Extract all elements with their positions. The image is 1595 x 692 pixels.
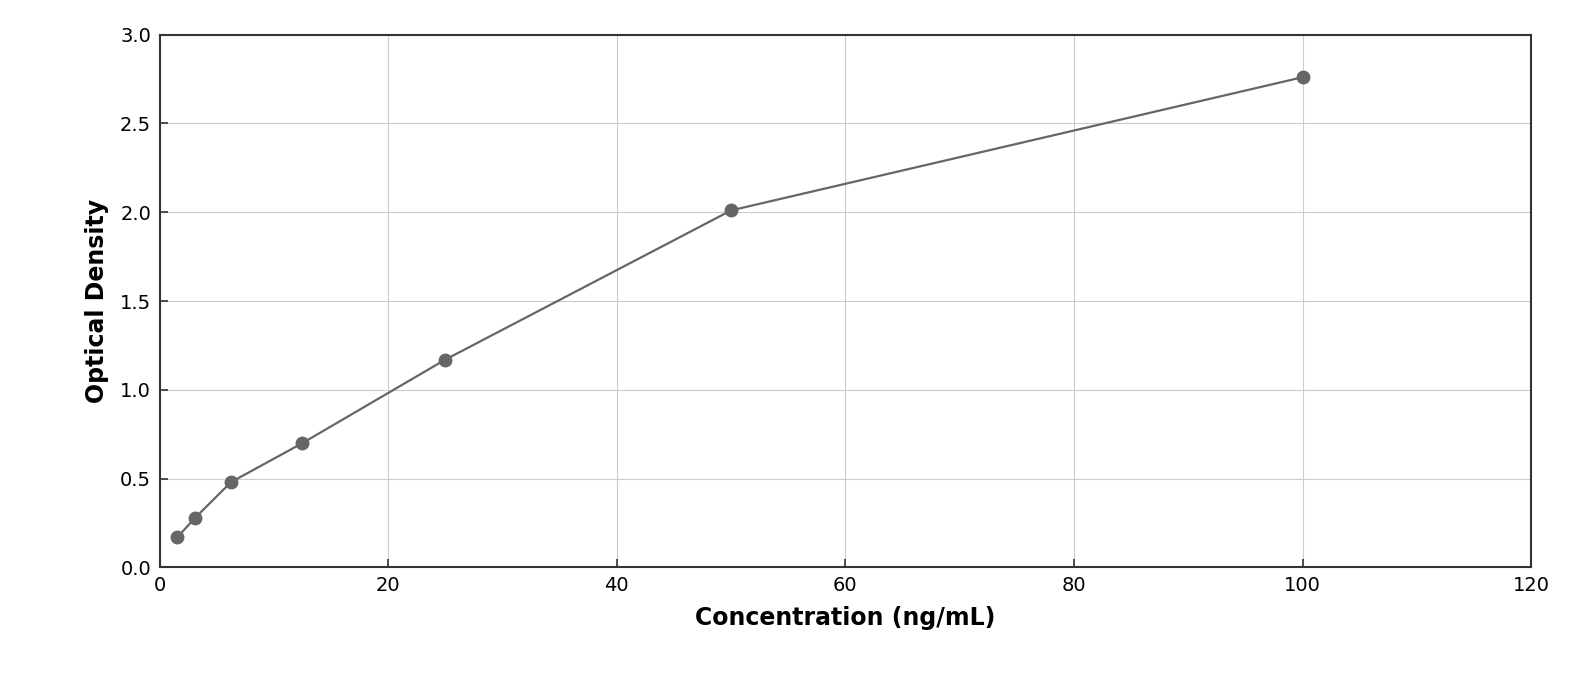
- Y-axis label: Optical Density: Optical Density: [85, 199, 108, 403]
- Point: [219, 477, 244, 488]
- Point: [290, 437, 316, 448]
- Point: [1290, 72, 1316, 83]
- Point: [182, 512, 207, 523]
- X-axis label: Concentration (ng/mL): Concentration (ng/mL): [695, 606, 995, 630]
- Point: [718, 205, 743, 216]
- Point: [432, 354, 458, 365]
- Point: [164, 531, 190, 543]
